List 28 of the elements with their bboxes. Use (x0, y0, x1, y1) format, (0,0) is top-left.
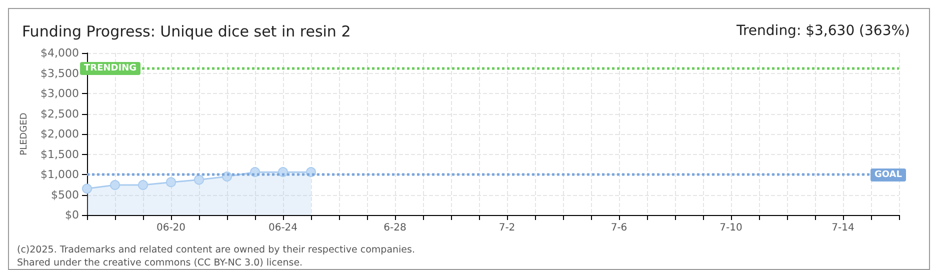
y-tick-label: $1,500 (40, 148, 79, 161)
text: (c)2025. Trademarks and related content are owned by their respective companies. (17, 244, 415, 256)
y-tick-label: $3,500 (40, 66, 79, 80)
x-tick-label: 7-2 (498, 222, 516, 234)
point (194, 174, 204, 185)
x-tick-label: 06-24 (268, 222, 298, 234)
point (138, 180, 148, 190)
chart-title: Funding Progress: Unique dice set in resin 2 (22, 22, 351, 40)
x-tick-label: 7-6 (610, 222, 628, 234)
point (110, 180, 120, 190)
point (82, 184, 92, 194)
y-tick-label: $2,000 (40, 128, 79, 140)
ref-line-label: GOAL (874, 170, 902, 180)
x-tick-label: 06-20 (156, 222, 186, 234)
y-tick-label: $0 (65, 208, 79, 222)
y-tick-label: $3,000 (40, 87, 79, 100)
y-tick-label: $1,000 (40, 168, 79, 181)
chart-subtitle: Trending: $3,630 (363%) (735, 23, 910, 39)
y-tick-label: $4,000 (40, 46, 79, 60)
point (166, 177, 176, 188)
y-tick-label: $500 (51, 188, 79, 202)
text: Shared under the creative commons (CC BY-NC 3.0) license. (17, 258, 303, 268)
y-tick-label: $2,500 (40, 107, 79, 120)
x-tick-label: 6-28 (384, 222, 406, 234)
y-axis-title: PLEDGED (20, 112, 30, 156)
x-tick-label: 7-14 (832, 222, 854, 234)
ref-line-label: TRENDING (84, 63, 136, 74)
x-tick-label: 7-10 (720, 222, 742, 234)
